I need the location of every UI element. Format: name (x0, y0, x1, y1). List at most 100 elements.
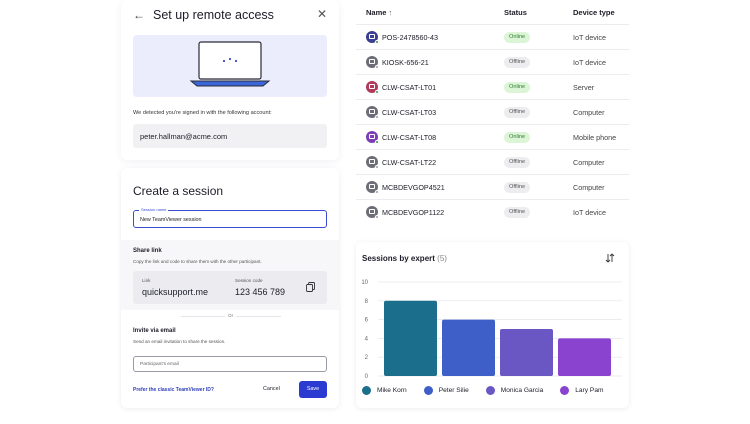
device-name[interactable]: MCBDEVGOP4521 (382, 183, 445, 192)
table-row[interactable]: MCBDEVGOP1122 Offline IoT device (356, 199, 629, 224)
legend-item[interactable]: Lary Pam (560, 386, 603, 395)
chart-legend: Mike Korn Peter Silie Monica Garcia Lary Pa… (362, 386, 620, 395)
status-badge: Offline (504, 107, 531, 118)
device-icon (366, 156, 379, 169)
status-badge: Online (504, 132, 531, 143)
device-type: Server (573, 83, 595, 92)
device-type: Computer (573, 108, 605, 117)
invite-heading: Invite via email (133, 328, 176, 334)
table-row[interactable]: CLW-CSAT-LT01 Online Server (356, 74, 629, 99)
column-header-device-type[interactable]: Device type (573, 8, 615, 17)
table-row[interactable]: KIOSK-656-21 Offline IoT device (356, 49, 629, 74)
table-row[interactable]: CLW-CSAT-LT22 Offline Computer (356, 149, 629, 174)
legend-swatch (485, 386, 495, 395)
status-dot (375, 165, 379, 169)
y-tick-label: 4 (365, 336, 369, 342)
y-tick-label: 8 (365, 299, 369, 305)
device-icon (366, 206, 379, 219)
table-row[interactable]: MCBDEVGOP4521 Offline Computer (356, 174, 629, 199)
device-icon (366, 106, 379, 119)
account-email: peter.hallman@acme.com (133, 124, 327, 148)
table-row[interactable]: CLW-CSAT-LT03 Offline Computer (356, 99, 629, 124)
link-box: Link quicksupport.me Session code 123 45… (133, 271, 327, 304)
device-type: IoT device (573, 58, 607, 67)
table-row[interactable]: POS-2478560-43 Online IoT device (356, 24, 629, 49)
status-badge: Offline (504, 157, 531, 168)
device-name[interactable]: POS-2478560-43 (382, 33, 438, 42)
status-badge: Online (504, 82, 531, 93)
participant-email-input[interactable]: Participant's email (133, 356, 327, 372)
device-type: IoT device (573, 33, 607, 42)
device-icon (366, 31, 379, 44)
session-code-label: Session code (235, 278, 263, 283)
status-badge: Offline (504, 57, 531, 68)
email-placeholder: Participant's email (140, 362, 179, 367)
legend-item[interactable]: Peter Silie (423, 386, 469, 395)
invite-description: Send an email invitation to share the se… (133, 339, 226, 344)
laptop-illustration (133, 35, 327, 97)
legend-label: Peter Silie (438, 387, 469, 394)
device-table: Name ↑ Status Device type POS-2478560-43… (356, 0, 629, 228)
arrow-left-icon[interactable]: ← (133, 8, 145, 22)
status-badge: Offline (504, 207, 531, 218)
create-session-card: Create a session Session name New TeamVi… (121, 168, 339, 408)
column-header-status[interactable]: Status (504, 8, 527, 17)
share-link-description: Copy the link and code to share them wit… (133, 259, 262, 264)
y-tick-label: 10 (361, 280, 368, 286)
chart-title: Sessions by expert (5) (362, 254, 447, 263)
or-text: Or (225, 313, 237, 318)
device-name[interactable]: CLW-CSAT-LT22 (382, 158, 437, 167)
session-name-label: Session name (139, 207, 169, 212)
device-name[interactable]: CLW-CSAT-LT08 (382, 133, 437, 142)
account-description: We detected you're signed in with the fo… (133, 110, 272, 116)
remote-access-title: Set up remote access (153, 8, 274, 22)
column-header-name[interactable]: Name ↑ (366, 8, 393, 17)
session-name-value: New TeamViewer session (140, 217, 202, 223)
bar-peter-silie[interactable] (442, 319, 495, 376)
status-dot (375, 65, 379, 69)
cancel-button[interactable]: Cancel (263, 386, 280, 392)
bar-mike-korn[interactable] (384, 300, 437, 376)
status-dot (375, 115, 379, 119)
y-tick-label: 2 (365, 355, 369, 361)
chart-count: (5) (437, 254, 447, 263)
y-tick-label: 6 (365, 318, 369, 324)
device-name[interactable]: MCBDEVGOP1122 (382, 208, 445, 217)
device-type: Computer (573, 183, 605, 192)
legend-item[interactable]: Monica Garcia (485, 386, 544, 395)
status-dot (375, 40, 379, 44)
device-name[interactable]: KIOSK-656-21 (382, 58, 429, 67)
y-tick-label: 0 (365, 374, 369, 378)
session-code-value: 123 456 789 (235, 287, 286, 297)
copy-icon[interactable] (306, 282, 315, 292)
legend-label: Lary Pam (575, 387, 604, 394)
legend-label: Mike Korn (377, 387, 407, 394)
status-badge: Online (504, 32, 531, 43)
device-name[interactable]: CLW-CSAT-LT01 (382, 83, 437, 92)
close-icon[interactable]: ✕ (316, 7, 327, 21)
status-dot (375, 140, 379, 144)
legend-label: Monica Garcia (500, 387, 544, 394)
bar-chart: 0 2 4 6 8 10 (361, 280, 622, 378)
save-button[interactable]: Save (299, 381, 327, 398)
table-row[interactable]: CLW-CSAT-LT08 Online Mobile phone (356, 124, 629, 149)
bar-monica-garcia[interactable] (500, 329, 553, 376)
session-name-field[interactable]: Session name New TeamViewer session (133, 207, 327, 228)
legend-swatch (560, 386, 570, 395)
bar-lary-pam[interactable] (558, 338, 611, 376)
sort-icon[interactable] (605, 253, 615, 263)
sort-arrow-icon[interactable]: ↑ (388, 8, 393, 17)
legend-item[interactable]: Mike Korn (362, 386, 407, 395)
link-label: Link (142, 278, 151, 283)
device-icon (366, 56, 379, 69)
device-type: IoT device (573, 208, 607, 217)
device-type: Mobile phone (573, 133, 617, 142)
legend-swatch (423, 386, 433, 395)
status-dot (375, 90, 379, 94)
status-dot (375, 190, 379, 194)
device-icon (366, 81, 379, 94)
status-dot (375, 215, 379, 219)
classic-teamviewer-link[interactable]: Prefer the classic TeamViewer ID? (133, 387, 214, 393)
legend-swatch (362, 386, 371, 395)
device-name[interactable]: CLW-CSAT-LT03 (382, 108, 437, 117)
